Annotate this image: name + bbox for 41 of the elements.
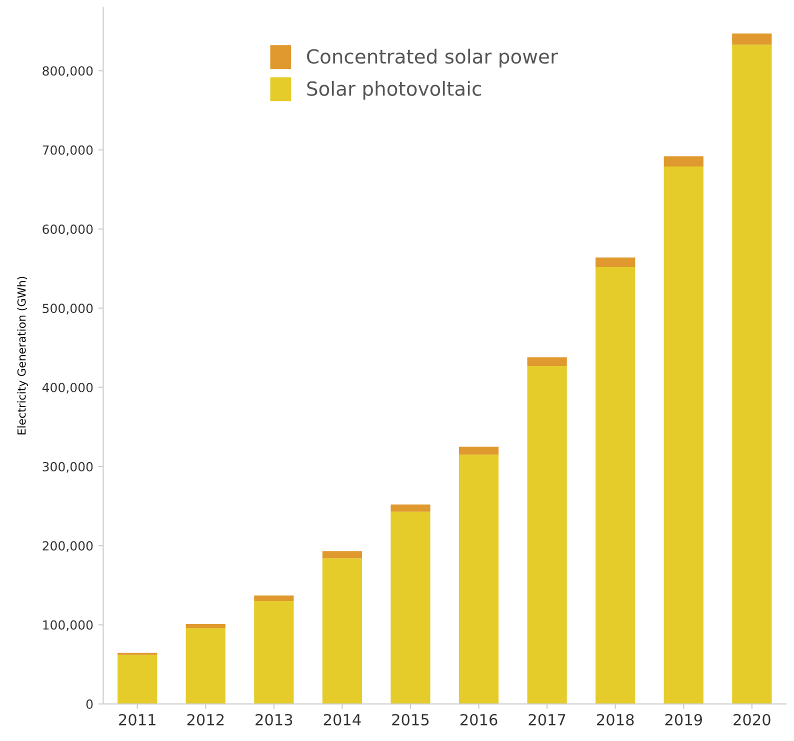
bar <box>458 454 499 704</box>
bar <box>664 156 704 167</box>
bar <box>527 366 567 704</box>
y-tick-label: 800,000 <box>42 66 93 77</box>
y-tick-label: 300,000 <box>42 462 93 473</box>
x-tick-label: 2015 <box>392 714 429 726</box>
legend-label: Concentrated solar power <box>307 48 558 68</box>
bar <box>322 551 362 558</box>
y-tick-label: 500,000 <box>42 304 93 314</box>
y-tick-label: 0 <box>86 699 93 709</box>
bar <box>596 258 636 268</box>
x-tick-label: 2017 <box>528 714 566 726</box>
bar <box>186 624 226 628</box>
bar <box>732 34 772 45</box>
x-tick-label: 2013 <box>256 714 292 726</box>
x-tick-label: 2011 <box>119 714 156 726</box>
bar <box>118 654 158 704</box>
bar <box>596 267 636 704</box>
bar <box>186 628 226 704</box>
y-tick-label: 400,000 <box>42 382 93 394</box>
bar <box>254 596 294 602</box>
bar <box>458 446 499 455</box>
y-axis-title: Electricity Generation (GWh) <box>17 276 28 434</box>
bar <box>390 504 430 512</box>
y-tick-label: 100,000 <box>43 620 93 631</box>
x-tick-label: 2016 <box>460 714 498 726</box>
x-tick-label: 2018 <box>597 714 634 726</box>
x-tick-label: 2019 <box>665 714 702 726</box>
legend-label: Solar photovoltaic <box>307 80 481 100</box>
x-tick-label: 2012 <box>187 714 224 726</box>
bar <box>664 166 704 704</box>
bar <box>322 558 362 704</box>
bar <box>732 44 772 704</box>
bar <box>254 601 294 704</box>
y-tick-label: 600,000 <box>42 224 93 236</box>
y-tick-label: 200,000 <box>42 541 93 552</box>
x-tick-label: 2014 <box>324 714 361 726</box>
bar <box>527 357 567 366</box>
bar <box>390 512 430 704</box>
y-tick-label: 700,000 <box>42 145 93 156</box>
x-tick-label: 2020 <box>734 714 770 726</box>
